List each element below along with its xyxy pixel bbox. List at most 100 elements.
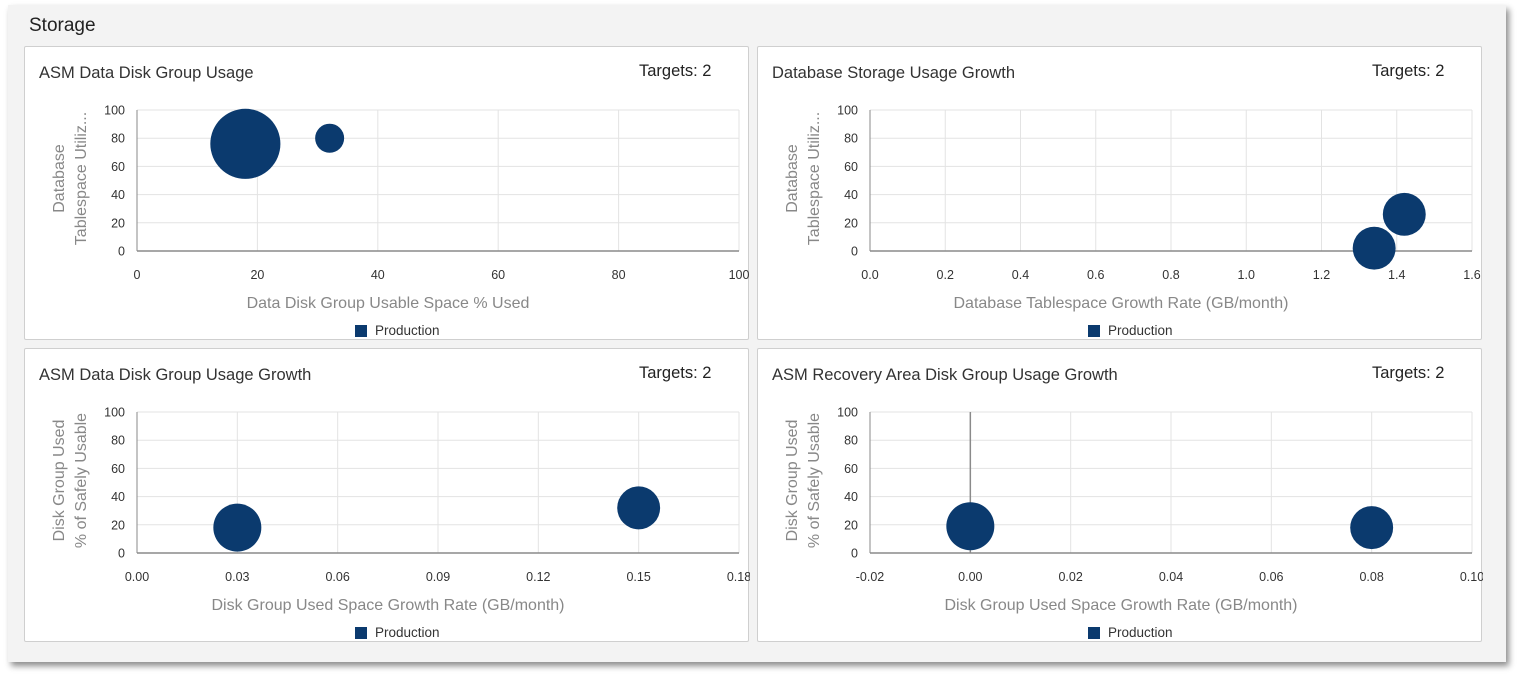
x-tick-label: 0.03 [225,570,249,584]
y-axis-title: Tablespace Utiliz... [73,112,90,245]
legend: Production [1088,323,1173,338]
data-point[interactable] [213,503,262,552]
x-tick-label: 0.8 [1162,268,1179,282]
y-tick-label: 20 [844,216,858,230]
x-tick-label: 0.06 [325,570,349,584]
x-tick-label: 100 [729,268,750,282]
x-tick-label: 0.04 [1159,570,1183,584]
y-axis-title: % of Safely Usable [806,413,823,548]
y-tick-label: 60 [111,462,125,476]
legend: Production [355,625,440,640]
legend-label[interactable]: Production [1108,323,1173,338]
x-axis-title: Disk Group Used Space Growth Rate (GB/mo… [211,597,564,614]
y-tick-label: 40 [844,490,858,504]
panel-asm-data-growth: 0 20 40 60 80 100 0.00 0.03 0.06 0.09 0.12 0.15 0.18… [24,348,750,642]
y-axis-title: Disk Group Used [51,420,68,542]
y-tick-label: 0 [851,245,858,259]
legend-label[interactable]: Production [375,323,440,338]
y-tick-label: 100 [837,406,858,420]
x-tick-label: 0.18 [727,570,750,584]
data-point[interactable] [1382,192,1426,236]
x-tick-label: 1.6 [1463,268,1480,282]
y-axis-title: Database [51,144,68,213]
y-tick-label: 60 [844,160,858,174]
x-tick-label: 1.2 [1313,268,1330,282]
x-tick-label: 0.2 [937,268,954,282]
y-tick-label: 100 [104,406,125,420]
x-tick-label: 60 [491,268,505,282]
x-tick-label: 0.00 [125,570,149,584]
y-axis-title: % of Safely Usable [73,413,90,548]
x-tick-label: 40 [371,268,385,282]
x-tick-label: 0.15 [626,570,650,584]
x-tick-label: 0.06 [1259,570,1283,584]
x-tick-label: 80 [612,268,626,282]
y-tick-label: 80 [844,434,858,448]
y-tick-label: 100 [104,104,125,118]
targets-count[interactable]: Targets: 2 [1372,62,1445,80]
y-axis-title: Tablespace Utiliz... [806,112,823,245]
legend-swatch [355,324,367,337]
x-tick-label: 0.08 [1359,570,1383,584]
x-axis-title: Data Disk Group Usable Space % Used [247,295,530,312]
y-axis-title: Disk Group Used [784,420,801,542]
y-axis-title: Database [784,144,801,213]
y-tick-label: 80 [111,132,125,146]
x-tick-label: 0.0 [861,268,878,282]
x-tick-label: 0.09 [426,570,450,584]
legend-swatch [1088,324,1100,337]
y-tick-label: 80 [844,132,858,146]
data-point[interactable] [946,502,995,551]
legend: Production [355,323,440,338]
y-tick-label: 20 [111,216,125,230]
x-tick-label: -0.02 [856,570,885,584]
x-tick-label: 0.4 [1012,268,1029,282]
y-tick-label: 40 [844,188,858,202]
y-tick-label: 40 [111,188,125,202]
targets-count[interactable]: Targets: 2 [639,364,712,382]
data-point[interactable] [1352,226,1396,270]
x-axis-title: Database Tablespace Growth Rate (GB/mont… [954,295,1289,312]
x-axis-title: Disk Group Used Space Growth Rate (GB/mo… [944,597,1297,614]
y-tick-label: 20 [844,518,858,532]
targets-count[interactable]: Targets: 2 [639,62,712,80]
panel-title: Database Storage Usage Growth [772,64,1016,82]
y-tick-label: 0 [118,245,125,259]
panel-asm-data-usage: 0 20 40 60 80 100 0 20 40 60 80 100 Data Disk Group … [24,46,749,340]
targets-count[interactable]: Targets: 2 [1372,364,1445,382]
data-point[interactable] [617,486,661,530]
legend-label[interactable]: Production [375,625,440,640]
y-tick-label: 0 [851,547,858,561]
x-tick-label: 0.00 [958,570,982,584]
x-tick-label: 1.4 [1388,268,1405,282]
y-tick-label: 100 [837,104,858,118]
x-tick-label: 0.12 [526,570,550,584]
panel-title: ASM Data Disk Group Usage [39,64,254,82]
data-point[interactable] [1350,506,1394,550]
x-tick-label: 0.10 [1460,570,1483,584]
chart-asm-recovery-growth: 0 20 40 60 80 100 -0.02 0.00 0.02 0.04 0.06 0.08 0.1… [784,406,1483,615]
x-tick-label: 0 [134,268,141,282]
panel-asm-recovery-growth: 0 20 40 60 80 100 -0.02 0.00 0.02 0.04 0.06 0.08 0.1… [757,348,1483,642]
y-tick-label: 40 [111,490,125,504]
storage-region: Storage 0 20 40 60 80 100 0 20 40 60 80 100 Data Dis… [8,5,1506,662]
y-tick-label: 20 [111,518,125,532]
chart-asm-data-growth: 0 20 40 60 80 100 0.00 0.03 0.06 0.09 0.12 0.15 0.18… [51,406,750,615]
y-tick-label: 0 [118,547,125,561]
region-title: Storage [29,15,96,36]
x-tick-label: 0.6 [1087,268,1104,282]
legend-swatch [1088,626,1100,639]
panel-title: ASM Recovery Area Disk Group Usage Growt… [772,366,1118,384]
data-point[interactable] [315,123,345,153]
panel-db-storage-growth: 0 20 40 60 80 100 0.0 0.2 0.4 0.6 0.8 1.0 1.2 1.4 1.6 D… [757,46,1482,340]
y-tick-label: 80 [111,434,125,448]
x-tick-label: 20 [250,268,264,282]
chart-db-storage-growth: 0 20 40 60 80 100 0.0 0.2 0.4 0.6 0.8 1.0 1.2 1.4 1.6 D… [784,104,1481,313]
panel-title: ASM Data Disk Group Usage Growth [39,366,312,384]
chart-asm-data-usage: 0 20 40 60 80 100 0 20 40 60 80 100 Data Disk Group … [51,104,750,313]
x-tick-label: 0.02 [1058,570,1082,584]
y-tick-label: 60 [844,462,858,476]
x-tick-label: 1.0 [1238,268,1255,282]
data-point[interactable] [210,108,281,179]
legend-label[interactable]: Production [1108,625,1173,640]
